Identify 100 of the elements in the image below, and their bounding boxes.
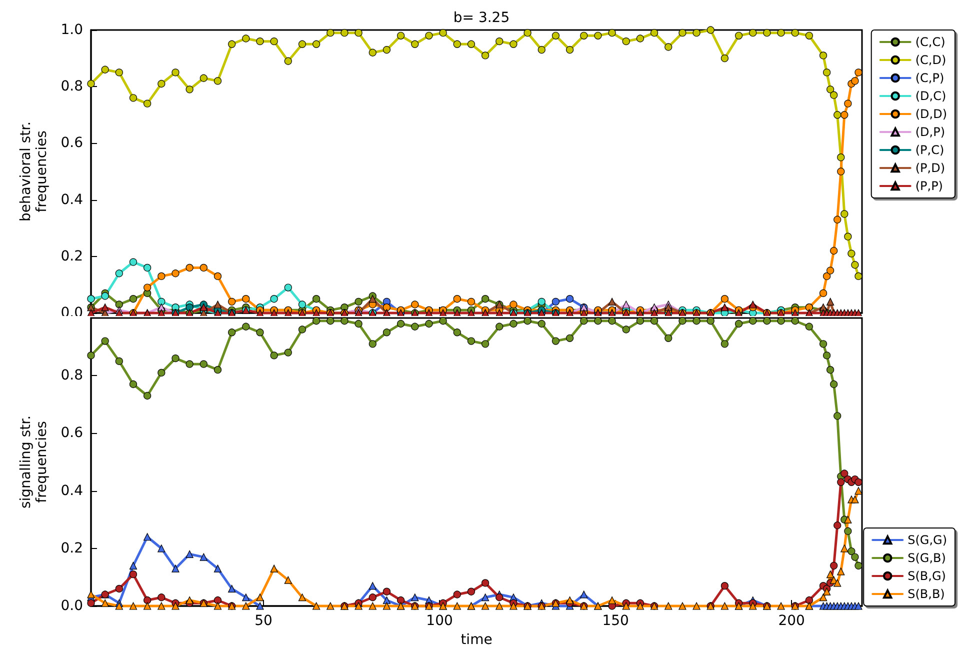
point bbox=[510, 300, 518, 308]
point bbox=[823, 272, 831, 280]
legend-label: S(G,G) bbox=[908, 533, 948, 547]
y-tick-label: 0.6 bbox=[60, 425, 84, 442]
point bbox=[552, 298, 560, 306]
point bbox=[840, 111, 848, 119]
point bbox=[354, 298, 362, 306]
point bbox=[844, 100, 852, 108]
point bbox=[144, 533, 152, 541]
point bbox=[819, 289, 828, 297]
x-axis-title: time bbox=[460, 632, 492, 648]
legend-label: (P,P) bbox=[915, 179, 943, 193]
y-tick-label: 0.6 bbox=[60, 135, 84, 152]
point bbox=[144, 264, 152, 272]
point bbox=[482, 295, 490, 303]
point bbox=[312, 295, 320, 303]
point bbox=[270, 295, 278, 303]
point bbox=[87, 295, 95, 303]
point bbox=[214, 596, 222, 604]
point bbox=[129, 258, 138, 266]
point bbox=[837, 168, 845, 176]
y-tick-label: 0.2 bbox=[60, 248, 83, 264]
point bbox=[830, 246, 838, 255]
legend-label: S(B,B) bbox=[908, 587, 945, 601]
x-tick-label: 150 bbox=[602, 613, 629, 629]
point bbox=[496, 594, 504, 602]
point bbox=[172, 270, 180, 278]
point bbox=[214, 564, 222, 572]
point bbox=[566, 295, 574, 303]
y-tick-label: 0.2 bbox=[60, 540, 83, 556]
point bbox=[837, 478, 845, 486]
point bbox=[158, 298, 166, 306]
chart-title: b= 3.25 bbox=[453, 10, 510, 26]
legend-label: (C,P) bbox=[915, 71, 944, 85]
y-tick-label: 0.4 bbox=[60, 192, 84, 208]
point bbox=[467, 298, 476, 306]
point bbox=[186, 304, 194, 312]
point bbox=[411, 594, 419, 602]
point bbox=[482, 579, 490, 587]
point bbox=[256, 602, 264, 610]
legend-label: (C,D) bbox=[915, 53, 946, 67]
point bbox=[854, 602, 862, 610]
point bbox=[158, 272, 166, 280]
point bbox=[453, 590, 461, 598]
point bbox=[115, 270, 123, 278]
y-tick-label: 0.8 bbox=[60, 78, 83, 95]
point bbox=[608, 298, 616, 306]
point bbox=[115, 584, 123, 593]
point bbox=[200, 264, 208, 272]
point bbox=[242, 295, 250, 303]
y-axis-title: signalling str. frequencies bbox=[18, 415, 50, 509]
legend-label: S(B,G) bbox=[908, 569, 946, 583]
legend-label: (D,C) bbox=[915, 89, 946, 103]
point bbox=[172, 564, 180, 572]
legend-label: (P,D) bbox=[915, 161, 945, 175]
legend-label: (D,D) bbox=[915, 107, 948, 121]
point bbox=[214, 300, 222, 308]
point bbox=[144, 596, 152, 604]
point bbox=[854, 68, 862, 76]
point bbox=[129, 570, 138, 578]
point bbox=[834, 216, 842, 224]
point bbox=[834, 522, 842, 530]
point bbox=[840, 470, 848, 478]
point bbox=[186, 264, 194, 272]
point bbox=[228, 584, 236, 593]
point bbox=[720, 295, 728, 303]
point bbox=[830, 562, 838, 570]
x-tick-label: 100 bbox=[426, 613, 453, 629]
point bbox=[242, 594, 250, 602]
point bbox=[482, 594, 490, 602]
y-tick-label: 0.4 bbox=[60, 482, 84, 499]
point bbox=[826, 298, 834, 306]
point bbox=[158, 544, 166, 552]
legend-label: (D,P) bbox=[915, 125, 945, 139]
point bbox=[129, 295, 138, 303]
point bbox=[720, 582, 728, 590]
point bbox=[382, 596, 391, 604]
y-tick-label: 0.0 bbox=[60, 598, 83, 614]
point bbox=[129, 562, 138, 570]
point bbox=[87, 599, 95, 607]
point bbox=[368, 295, 376, 303]
point bbox=[101, 292, 109, 300]
point bbox=[467, 588, 476, 596]
point bbox=[186, 550, 194, 558]
point bbox=[298, 300, 306, 308]
point bbox=[382, 588, 391, 596]
y-tick-label: 0.8 bbox=[60, 368, 83, 384]
point bbox=[284, 284, 292, 292]
point bbox=[214, 272, 222, 280]
point bbox=[368, 594, 376, 602]
point bbox=[397, 596, 405, 604]
point bbox=[805, 596, 813, 604]
point bbox=[115, 300, 123, 308]
legend-label: S(G,B) bbox=[908, 551, 946, 565]
point bbox=[622, 300, 630, 308]
x-tick-label: 200 bbox=[778, 613, 805, 629]
point bbox=[538, 298, 546, 306]
point bbox=[368, 582, 376, 590]
point bbox=[200, 553, 208, 561]
point bbox=[228, 298, 236, 306]
